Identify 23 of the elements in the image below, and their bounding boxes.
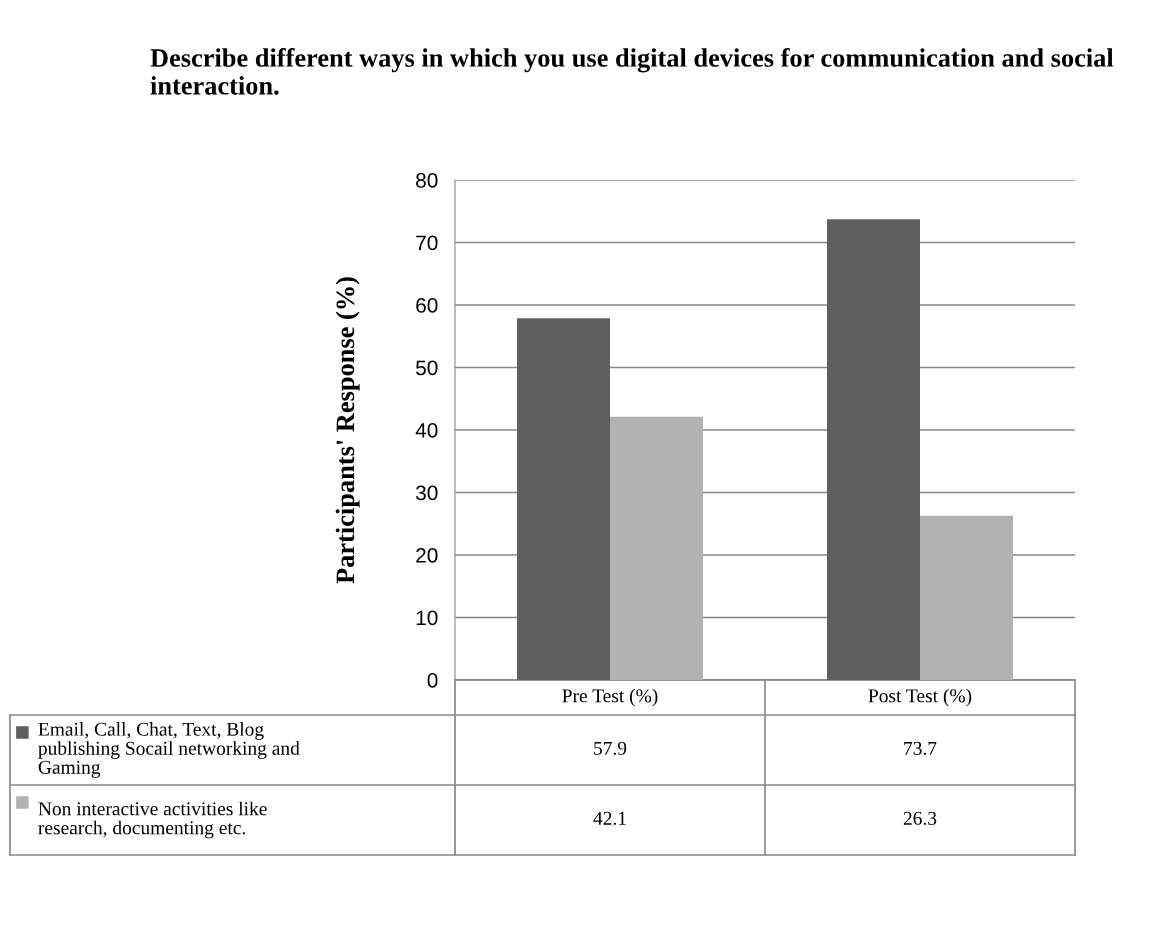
y-tick-label: 30 [415,485,438,501]
data-label: 26.3 [903,811,937,825]
y-tick-label: 20 [416,548,438,563]
bar [920,515,1013,680]
y-tick-label: 0 [427,673,438,688]
y-tick-label: 50 [416,360,438,376]
y-tick-label: 70 [416,235,438,251]
data-label: 42.1 [593,811,626,825]
data-label: 57.9 [594,741,627,755]
y-tick-label: 10 [416,610,438,626]
bar [517,318,610,680]
x-tick-label: Pre Test (%) [562,688,658,707]
data-label: 73.7 [904,741,937,755]
y-axis-title: Participants' Response (%) [335,277,360,584]
legend-label: Email, Call, Chat, Text, Blog publishing Socail networking and Gaming [38,722,300,778]
legend-label: Non interactive activities like research, documenting etc. [38,801,267,839]
chart-title: Describe different ways in which you use digital devices for communication and social interaction. [150,48,1114,95]
y-tick-label: 80 [416,173,438,188]
bar [827,219,920,680]
bar [610,416,703,680]
y-tick-label: 60 [416,298,438,313]
x-tick-label: Post Test (%) [868,688,972,707]
y-tick-label: 40 [415,423,438,438]
